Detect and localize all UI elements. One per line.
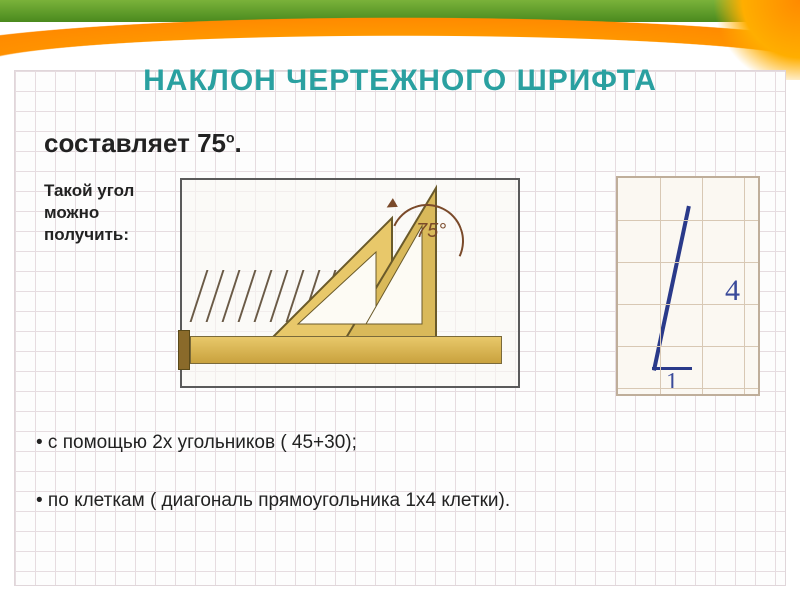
cell-label-4: 4 <box>725 274 740 308</box>
ruler-stop <box>178 330 190 370</box>
bullet-2: • по клеткам ( диагональ прямоугольника … <box>36 490 510 512</box>
cell-diagram: 4 1 <box>616 176 760 396</box>
subtitle-suffix: . <box>235 128 242 158</box>
cell-label-1: 1 <box>666 369 678 396</box>
angle-label: 75° <box>416 220 446 243</box>
subtitle: составляет 75о. <box>44 128 242 159</box>
angle-diagram: 75° <box>180 178 520 388</box>
lead-text: Такой угол можно получить: <box>44 180 164 246</box>
subtitle-value: 75 <box>197 128 226 158</box>
bullet-1: • с помощью 2х угольников ( 45+30); <box>36 432 357 454</box>
slide: НАКЛОН ЧЕРТЕЖНОГО ШРИФТА составляет 75о.… <box>0 0 800 600</box>
subtitle-degree: о <box>226 129 235 145</box>
page-title: НАКЛОН ЧЕРТЕЖНОГО ШРИФТА <box>0 64 800 98</box>
subtitle-prefix: составляет <box>44 128 197 158</box>
set-square-45-hole <box>298 252 376 324</box>
ruler <box>190 336 502 364</box>
